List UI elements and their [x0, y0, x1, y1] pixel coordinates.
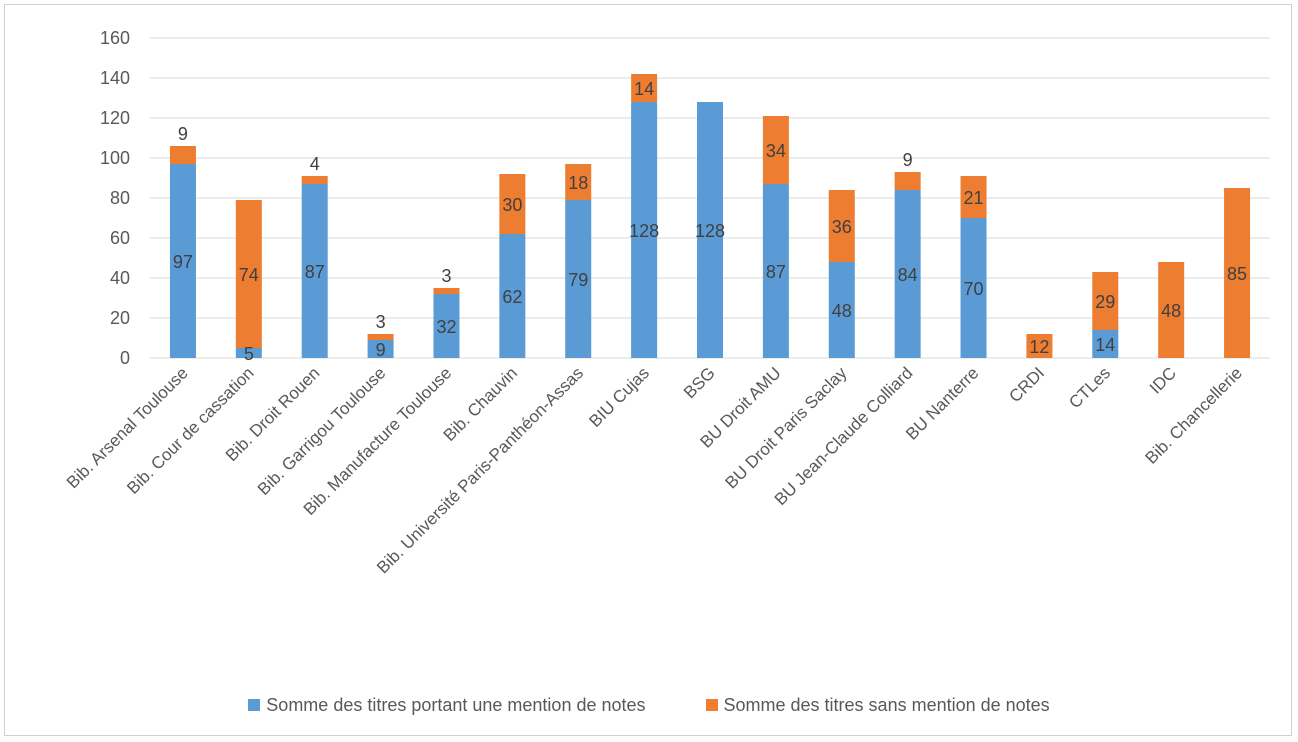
data-label-without-notes: 9	[903, 150, 913, 170]
bar-with-notes	[301, 184, 328, 358]
data-label-with-notes: 9	[376, 340, 386, 360]
category-label: CTLes	[1065, 363, 1114, 412]
legend-item-without-notes: Somme des titres sans mention de notes	[705, 694, 1050, 716]
data-label-with-notes: 128	[629, 221, 659, 241]
category-label: BU Jean-Claude Colliard	[771, 363, 917, 509]
category-label: Bib. Garrigou Toulouse	[254, 363, 389, 498]
data-label-without-notes: 14	[634, 79, 654, 99]
data-label-with-notes: 5	[244, 344, 254, 364]
data-label-without-notes: 48	[1161, 301, 1181, 321]
bar-with-notes	[367, 340, 394, 358]
data-label-with-notes: 70	[964, 279, 984, 299]
bar-with-notes	[235, 348, 262, 358]
bar-without-notes	[235, 200, 262, 348]
legend-label-without-notes: Somme des titres sans mention de notes	[723, 694, 1050, 715]
data-label-with-notes: 84	[898, 265, 918, 285]
data-label-without-notes: 3	[441, 266, 451, 286]
category-label: IDC	[1146, 363, 1180, 397]
data-label-with-notes: 48	[832, 301, 852, 321]
y-tick-label: 60	[110, 228, 130, 248]
bar-without-notes	[1158, 262, 1185, 358]
data-label-with-notes: 79	[568, 270, 588, 290]
bar-without-notes	[631, 74, 658, 102]
bar-without-notes	[1092, 272, 1119, 330]
data-label-without-notes: 21	[964, 188, 984, 208]
bar-without-notes	[1026, 334, 1053, 358]
data-label-without-notes: 30	[502, 195, 522, 215]
y-tick-label: 80	[110, 188, 130, 208]
category-label: Bib. Arsenal Toulouse	[63, 363, 192, 492]
data-label-without-notes: 34	[766, 141, 786, 161]
bar-without-notes	[1224, 188, 1251, 358]
bar-with-notes	[169, 164, 196, 358]
bar-without-notes	[499, 174, 526, 234]
bar-with-notes	[1092, 330, 1119, 358]
data-label-without-notes: 74	[239, 265, 259, 285]
bar-with-notes	[631, 102, 658, 358]
bar-with-notes	[499, 234, 526, 358]
category-label: BIU Cujas	[585, 363, 653, 431]
bar-with-notes	[828, 262, 855, 358]
data-label-with-notes: 32	[436, 317, 456, 337]
category-label: BSG	[680, 363, 719, 402]
category-label: CRDI	[1005, 363, 1048, 406]
data-label-without-notes: 9	[178, 124, 188, 144]
data-label-with-notes: 14	[1095, 335, 1115, 355]
data-label-without-notes: 36	[832, 217, 852, 237]
bar-without-notes	[828, 190, 855, 262]
data-label-with-notes: 87	[766, 262, 786, 282]
data-label-without-notes: 85	[1227, 264, 1247, 284]
y-tick-label: 0	[120, 348, 130, 368]
bar-with-notes	[565, 200, 592, 358]
bar-with-notes	[433, 294, 460, 358]
data-label-with-notes: 128	[695, 221, 725, 241]
data-label-with-notes: 62	[502, 287, 522, 307]
y-tick-label: 120	[100, 108, 130, 128]
data-label-without-notes: 4	[310, 154, 320, 174]
bar-with-notes	[894, 190, 921, 358]
y-tick-label: 140	[100, 68, 130, 88]
bar-without-notes	[960, 176, 987, 218]
data-label-without-notes: 29	[1095, 292, 1115, 312]
legend-item-with-notes: Somme des titres portant une mention de …	[248, 694, 646, 716]
bar-without-notes	[433, 288, 460, 294]
legend: Somme des titres portant une mention de …	[0, 690, 1298, 720]
bar-with-notes	[960, 218, 987, 358]
category-label: Bib. Cour de cassation	[123, 363, 257, 497]
bar-without-notes	[301, 176, 328, 184]
data-label-without-notes: 18	[568, 173, 588, 193]
y-tick-label: 40	[110, 268, 130, 288]
y-tick-label: 100	[100, 148, 130, 168]
bar-without-notes	[565, 164, 592, 200]
data-label-with-notes: 97	[173, 252, 193, 272]
bar-with-notes	[762, 184, 789, 358]
legend-swatch-without-notes	[705, 699, 718, 711]
data-label-without-notes: 12	[1029, 337, 1049, 357]
data-label-without-notes: 3	[376, 312, 386, 332]
bar-without-notes	[762, 116, 789, 184]
legend-swatch-with-notes	[248, 699, 261, 711]
y-tick-label: 20	[110, 308, 130, 328]
y-tick-label: 160	[100, 28, 130, 48]
bar-with-notes	[697, 102, 723, 358]
category-label: BU Droit Paris Saclay	[722, 363, 851, 492]
data-label-with-notes: 87	[305, 262, 325, 282]
legend-label-with-notes: Somme des titres portant une mention de …	[266, 694, 646, 715]
bar-without-notes	[169, 146, 196, 164]
bar-without-notes	[367, 334, 394, 340]
bar-without-notes	[894, 172, 921, 190]
